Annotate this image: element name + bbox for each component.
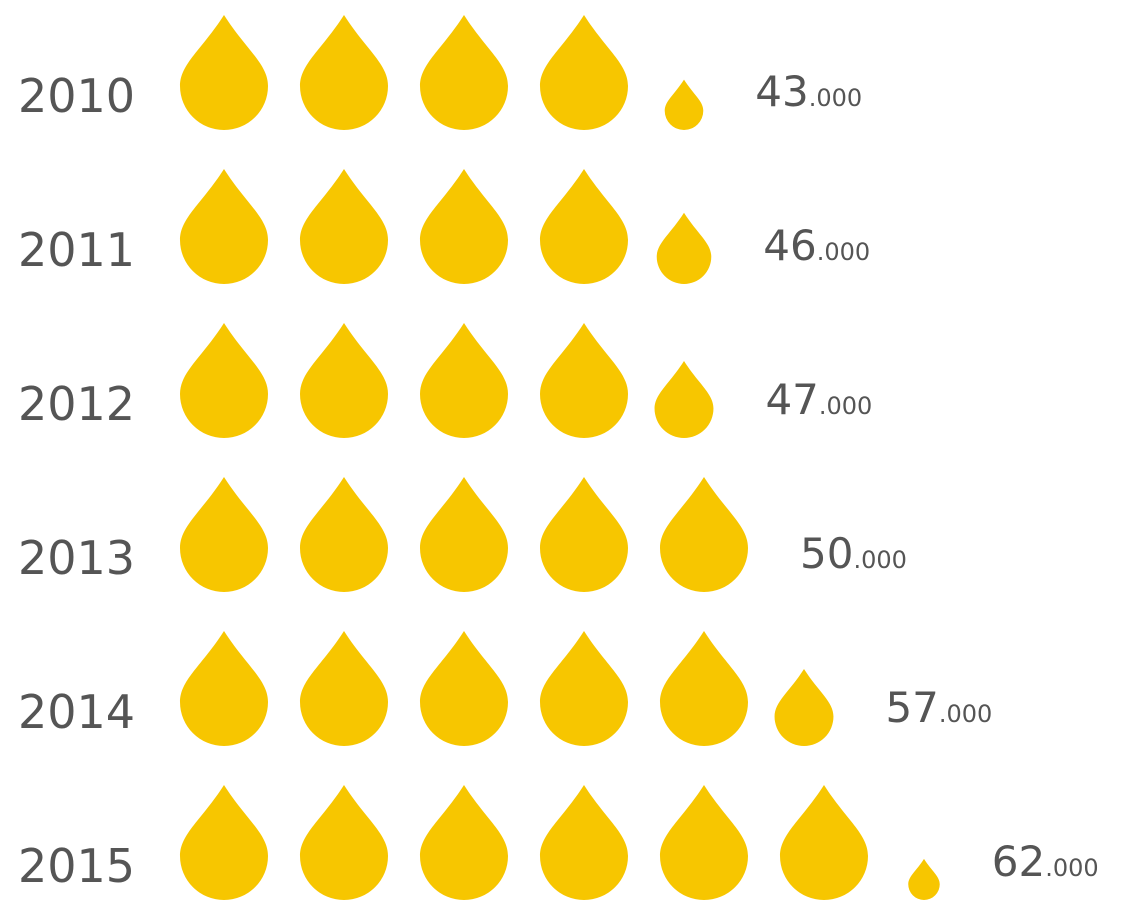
drop [300, 785, 388, 900]
value-label-small: .000 [1045, 854, 1098, 882]
drop [180, 477, 268, 592]
value-label-main: 46 [763, 221, 816, 270]
drop [780, 785, 868, 900]
drop [180, 15, 268, 130]
value-label: 62.000 [992, 837, 1099, 886]
value-label: 43.000 [755, 67, 862, 116]
drop [540, 169, 628, 284]
value-label-small: .000 [817, 238, 870, 266]
drop [420, 785, 508, 900]
drop [540, 477, 628, 592]
value-label: 47.000 [765, 375, 872, 424]
value-label-small: .000 [819, 392, 872, 420]
value-label-main: 62 [992, 837, 1045, 886]
year-label: 2012 [18, 377, 135, 431]
value-label: 57.000 [885, 683, 992, 732]
value-label: 46.000 [763, 221, 870, 270]
partial-drop [656, 212, 712, 284]
year-label: 2013 [18, 531, 135, 585]
drop [540, 323, 628, 438]
drop [300, 15, 388, 130]
value-label-small: .000 [853, 546, 906, 574]
value-label-main: 50 [800, 529, 853, 578]
partial-drop [908, 858, 940, 900]
drop [660, 477, 748, 592]
drop [180, 785, 268, 900]
drop [420, 477, 508, 592]
drop [660, 631, 748, 746]
drop [420, 631, 508, 746]
drop [540, 631, 628, 746]
value-label-main: 57 [885, 683, 938, 732]
value-label-small: .000 [939, 700, 992, 728]
drop [420, 15, 508, 130]
drop [300, 169, 388, 284]
year-label: 2015 [18, 839, 135, 893]
year-label: 2014 [18, 685, 135, 739]
drop [300, 477, 388, 592]
drop [180, 631, 268, 746]
value-label-main: 43 [755, 67, 808, 116]
drop [540, 15, 628, 130]
drop [420, 169, 508, 284]
drop [660, 785, 748, 900]
drop [420, 323, 508, 438]
value-label: 50.000 [800, 529, 907, 578]
drop [300, 631, 388, 746]
value-label-main: 47 [765, 375, 818, 424]
partial-drop [664, 79, 704, 131]
partial-drop [774, 669, 834, 746]
year-label: 2011 [18, 223, 135, 277]
drop [300, 323, 388, 438]
year-label: 2010 [18, 69, 135, 123]
drop [180, 169, 268, 284]
drop [540, 785, 628, 900]
value-label-small: .000 [809, 84, 862, 112]
partial-drop [654, 361, 714, 439]
drop [180, 323, 268, 438]
